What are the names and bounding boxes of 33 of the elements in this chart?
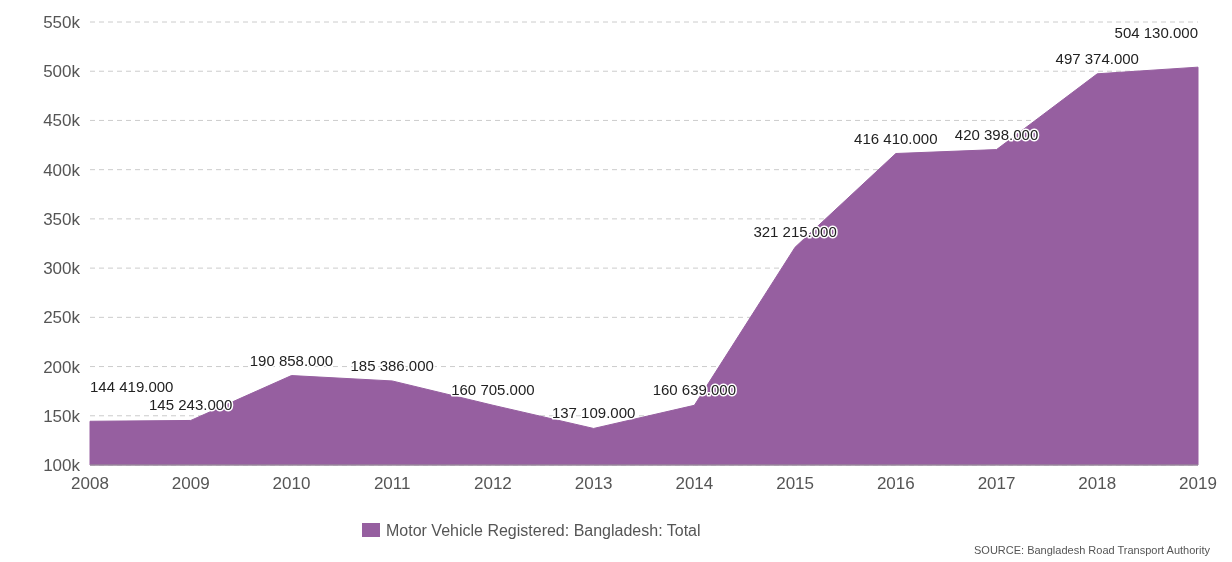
- x-tick-label: 2015: [776, 474, 814, 493]
- y-tick-label: 150k: [43, 406, 81, 426]
- data-label: 504 130.000: [1114, 24, 1198, 42]
- y-tick-label: 450k: [43, 111, 81, 131]
- y-tick-label: 550k: [43, 12, 81, 32]
- y-tick-label: 350k: [43, 209, 81, 229]
- x-tick-label: 2010: [272, 474, 311, 493]
- y-tick-label: 400k: [43, 160, 81, 180]
- data-label: 145 243.000: [149, 396, 233, 414]
- x-tick-label: 2017: [977, 474, 1016, 493]
- y-tick-label: 500k: [43, 62, 81, 82]
- data-label: 144 419.000: [90, 378, 174, 396]
- x-tick-label: 2009: [171, 474, 210, 493]
- data-label: 497 374.000: [1055, 49, 1139, 67]
- x-tick-label: 2014: [675, 474, 714, 493]
- x-tick-label: 2019: [1179, 474, 1217, 493]
- x-tick-label: 2018: [1078, 474, 1117, 493]
- data-label: 190 858.000: [249, 351, 334, 369]
- x-tick-label: 2008: [71, 474, 109, 493]
- y-tick-label: 100k: [43, 455, 81, 475]
- legend-label: Motor Vehicle Registered: Bangladesh: Total: [386, 522, 701, 539]
- y-tick-label: 250k: [43, 308, 81, 328]
- source-note: SOURCE: Bangladesh Road Transport Authority: [973, 544, 1211, 556]
- x-tick-label: 2013: [574, 474, 613, 493]
- x-tick-label: 2016: [876, 474, 915, 493]
- data-label: 416 410.000: [854, 129, 938, 147]
- y-tick-label: 300k: [43, 259, 81, 279]
- data-label: 137 109.000: [551, 404, 636, 422]
- x-tick-label: 2012: [474, 474, 512, 493]
- data-label: 160 705.000: [451, 381, 535, 399]
- y-tick-label: 200k: [43, 357, 81, 377]
- data-label: 185 386.000: [350, 356, 434, 374]
- x-tick-label: 2011: [373, 474, 411, 493]
